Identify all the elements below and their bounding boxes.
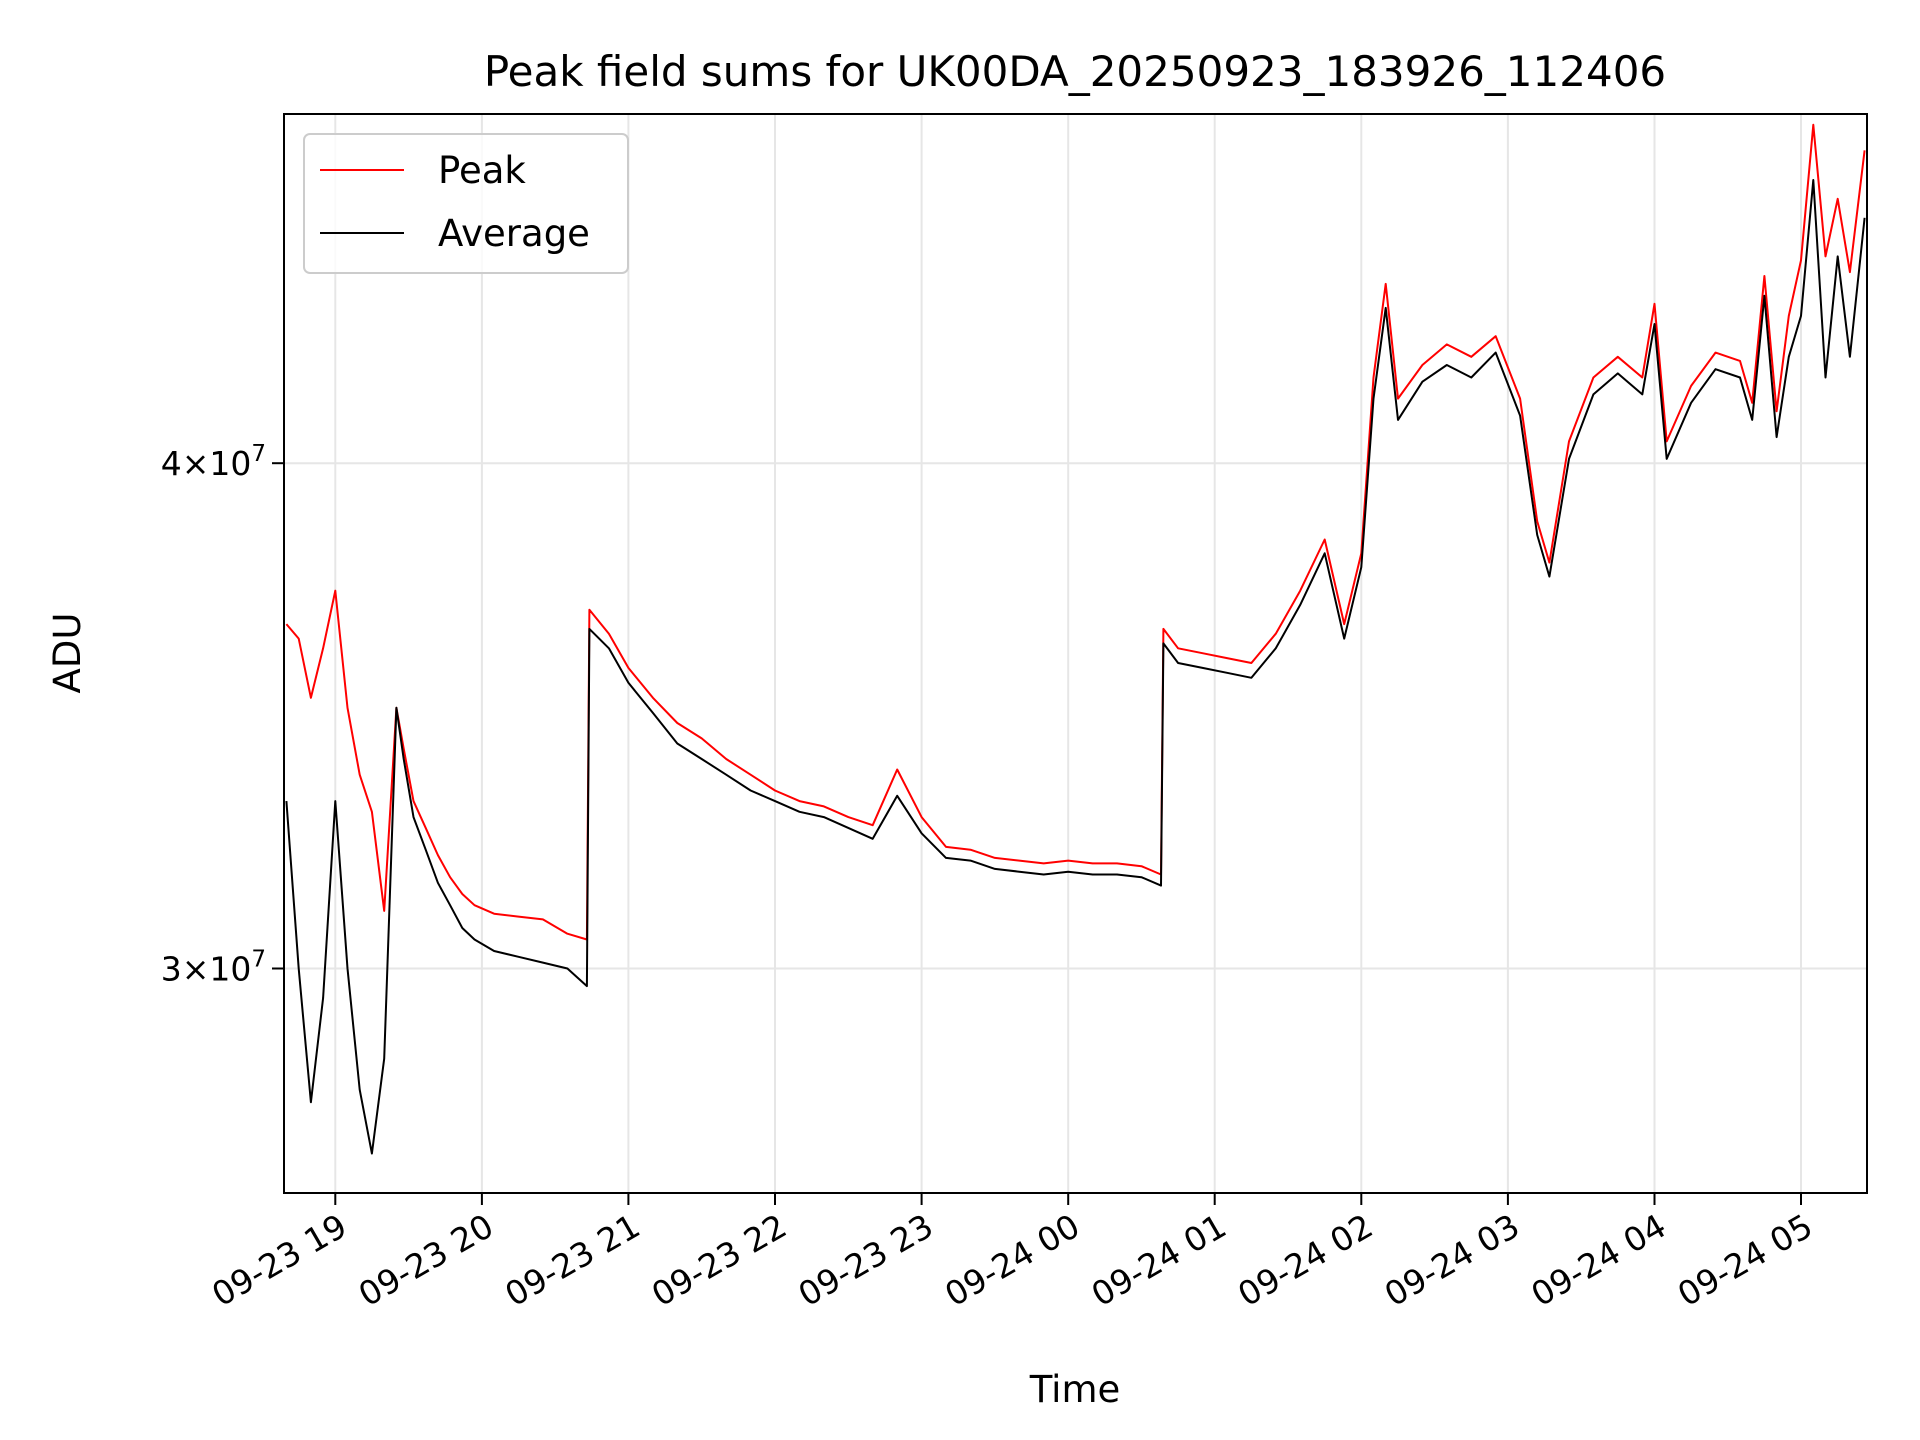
y-tick-mantissa: 4 xyxy=(161,444,182,483)
y-tick-mantissa: 3 xyxy=(161,950,182,989)
series-layer xyxy=(285,123,1866,1155)
legend: Peak Average xyxy=(303,133,629,274)
y-axis-label: ADU xyxy=(46,613,89,694)
legend-box xyxy=(303,133,629,274)
legend-label-average: Average xyxy=(438,212,590,255)
series-line-peak xyxy=(285,123,1866,941)
x-axis-label: Time xyxy=(1029,1368,1121,1411)
grid xyxy=(284,114,1867,1193)
y-tick-times: ×10 xyxy=(182,444,252,483)
y-tick-exponent: 7 xyxy=(251,441,266,467)
y-tick-times: ×10 xyxy=(182,950,252,989)
y-tick-label: 4×107 xyxy=(161,441,266,483)
legend-label-peak: Peak xyxy=(438,149,526,192)
y-tick-exponent: 7 xyxy=(251,947,266,973)
y-tick-label: 3×107 xyxy=(161,947,266,989)
chart-title: Peak field sums for UK00DA_20250923_1839… xyxy=(484,47,1666,96)
plot-frame xyxy=(283,113,1868,1194)
series-line-average xyxy=(285,179,1866,1155)
